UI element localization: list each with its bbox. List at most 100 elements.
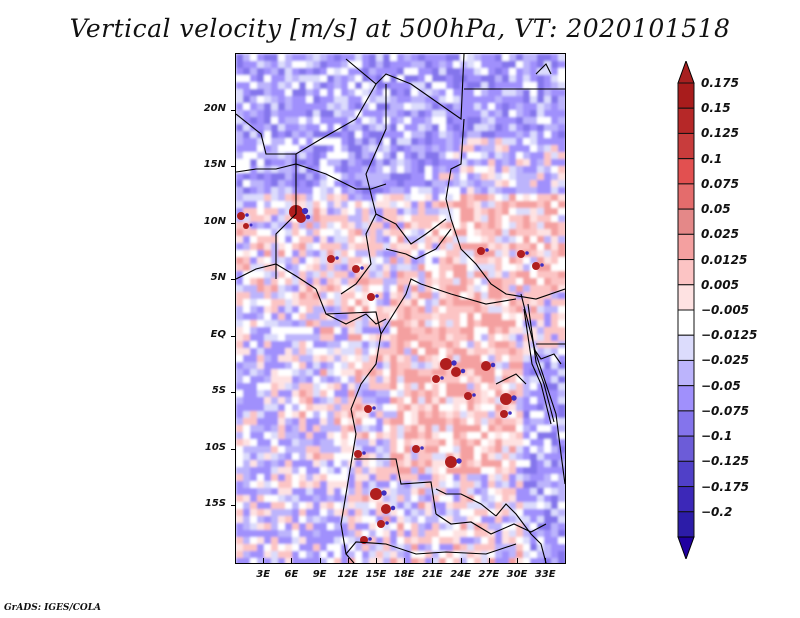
colorbar-swatch: [677, 183, 695, 210]
y-tick-label: 5N: [210, 272, 226, 284]
downdraft-cell: [372, 406, 376, 410]
field-layer: [236, 54, 565, 563]
x-tick-mark: [432, 558, 434, 563]
colorbar-swatch: [677, 309, 695, 336]
colorbar-tick-label: 0.1: [701, 151, 723, 166]
colorbar-swatch: [677, 132, 695, 160]
y-tick-mark: [231, 448, 236, 450]
downdraft-cell: [440, 376, 444, 380]
updraft-cell: [532, 262, 540, 270]
border-line: [495, 373, 527, 385]
x-tick-mark: [517, 558, 518, 563]
updraft-cell: [464, 392, 472, 400]
x-tick-label: 15E: [365, 569, 387, 580]
colorbar-swatch: [677, 82, 695, 109]
updraft-cell: [381, 504, 391, 514]
downdraft-cell: [460, 368, 466, 374]
downdraft-cell: [540, 263, 544, 267]
colorbar-tick-label: 0.005: [701, 277, 739, 292]
colorbar-swatch: [677, 334, 695, 361]
x-tick-label: 12E: [337, 569, 359, 580]
updraft-cell: [370, 488, 382, 500]
border-line: [435, 513, 547, 535]
updraft-cell: [364, 405, 372, 413]
x-tick-label: 9E: [312, 569, 327, 580]
updraft-cell: [500, 410, 508, 418]
colorbar-tick-label: −0.075: [701, 403, 750, 418]
colorbar-tick-label: −0.175: [701, 479, 750, 494]
border-line: [495, 503, 547, 563]
colorbar-swatch: [677, 284, 695, 311]
updraft-cell: [412, 445, 420, 453]
downdraft-cell: [305, 214, 311, 220]
vertical-velocity-field: [236, 54, 565, 563]
map-panel: [235, 53, 566, 564]
updraft-cell: [296, 213, 306, 223]
grads-credit: GrADS: IGES/COLA: [4, 603, 102, 613]
colorbar-tick-label: −0.025: [701, 353, 750, 368]
y-tick-mark: [231, 166, 236, 168]
border-line: [375, 54, 465, 121]
colorbar-tick-label: 0.05: [701, 202, 731, 217]
colorbar-swatch: [677, 158, 695, 185]
colorbar-max-arrow: [677, 61, 695, 84]
y-tick-label: 15S: [204, 498, 226, 510]
x-tick-mark: [319, 558, 321, 563]
colorbar-swatch: [677, 385, 695, 412]
border-line: [380, 278, 517, 335]
colorbar-tick-label: −0.1: [701, 429, 733, 444]
border-line: [533, 348, 562, 365]
border-line: [523, 308, 552, 425]
downdraft-cell: [301, 207, 309, 215]
updraft-cell: [440, 358, 452, 370]
border-line: [345, 541, 517, 555]
downdraft-cell: [335, 256, 339, 260]
updraft-cell: [352, 265, 360, 273]
downdraft-cell: [362, 451, 366, 455]
colorbar-swatch: [677, 435, 695, 462]
x-tick-mark: [376, 558, 377, 563]
colorbar-tick-label: −0.0125: [701, 328, 758, 343]
x-tick-label: 30E: [506, 569, 528, 580]
colorbar-swatch: [677, 208, 695, 235]
border-line: [435, 488, 497, 517]
colorbar-tick-label: 0.025: [701, 227, 739, 242]
updraft-cell: [354, 450, 362, 458]
updraft-cell: [477, 247, 485, 255]
border-line: [236, 163, 387, 190]
colorbar-swatch: [677, 486, 695, 513]
chart-title: Vertical velocity [m/s] at 500hPa, VT: 2…: [69, 14, 731, 43]
updraft-cell: [451, 367, 461, 377]
updraft-cell: [377, 520, 385, 528]
updraft-cell: [445, 456, 457, 468]
border-line: [375, 213, 447, 245]
y-tick-mark: [231, 109, 236, 111]
colorbar-swatch: [677, 359, 695, 387]
updraft-cell: [237, 212, 245, 220]
updraft-cell: [432, 375, 440, 383]
x-tick-label: 24E: [450, 569, 471, 580]
downdraft-cell: [508, 411, 512, 415]
border-line: [236, 58, 377, 155]
downdraft-cell: [451, 360, 457, 366]
downdraft-cell: [245, 213, 249, 217]
colorbar-tick-label: −0.005: [701, 303, 750, 317]
border-line: [236, 263, 317, 290]
colorbar-tick-label: 0.125: [701, 126, 739, 141]
y-tick-mark: [231, 505, 236, 507]
y-tick-label: 15N: [203, 159, 226, 171]
downdraft-cell: [490, 362, 496, 368]
border-line: [340, 463, 355, 563]
x-tick-label: 33E: [534, 569, 556, 580]
downdraft-cell: [249, 223, 253, 227]
colorbar-tick-label: −0.05: [701, 378, 741, 393]
colorbar-swatch: [677, 259, 695, 286]
colorbar-tick-label: 0.15: [701, 101, 731, 116]
colorbar-swatch: [677, 233, 695, 261]
y-tick-label: EQ: [210, 328, 226, 340]
updraft-cell: [500, 393, 512, 405]
x-tick-label: 18E: [393, 569, 415, 580]
x-tick-label: 6E: [284, 569, 299, 580]
colorbar-swatch: [677, 460, 695, 488]
downdraft-cell: [381, 490, 387, 496]
